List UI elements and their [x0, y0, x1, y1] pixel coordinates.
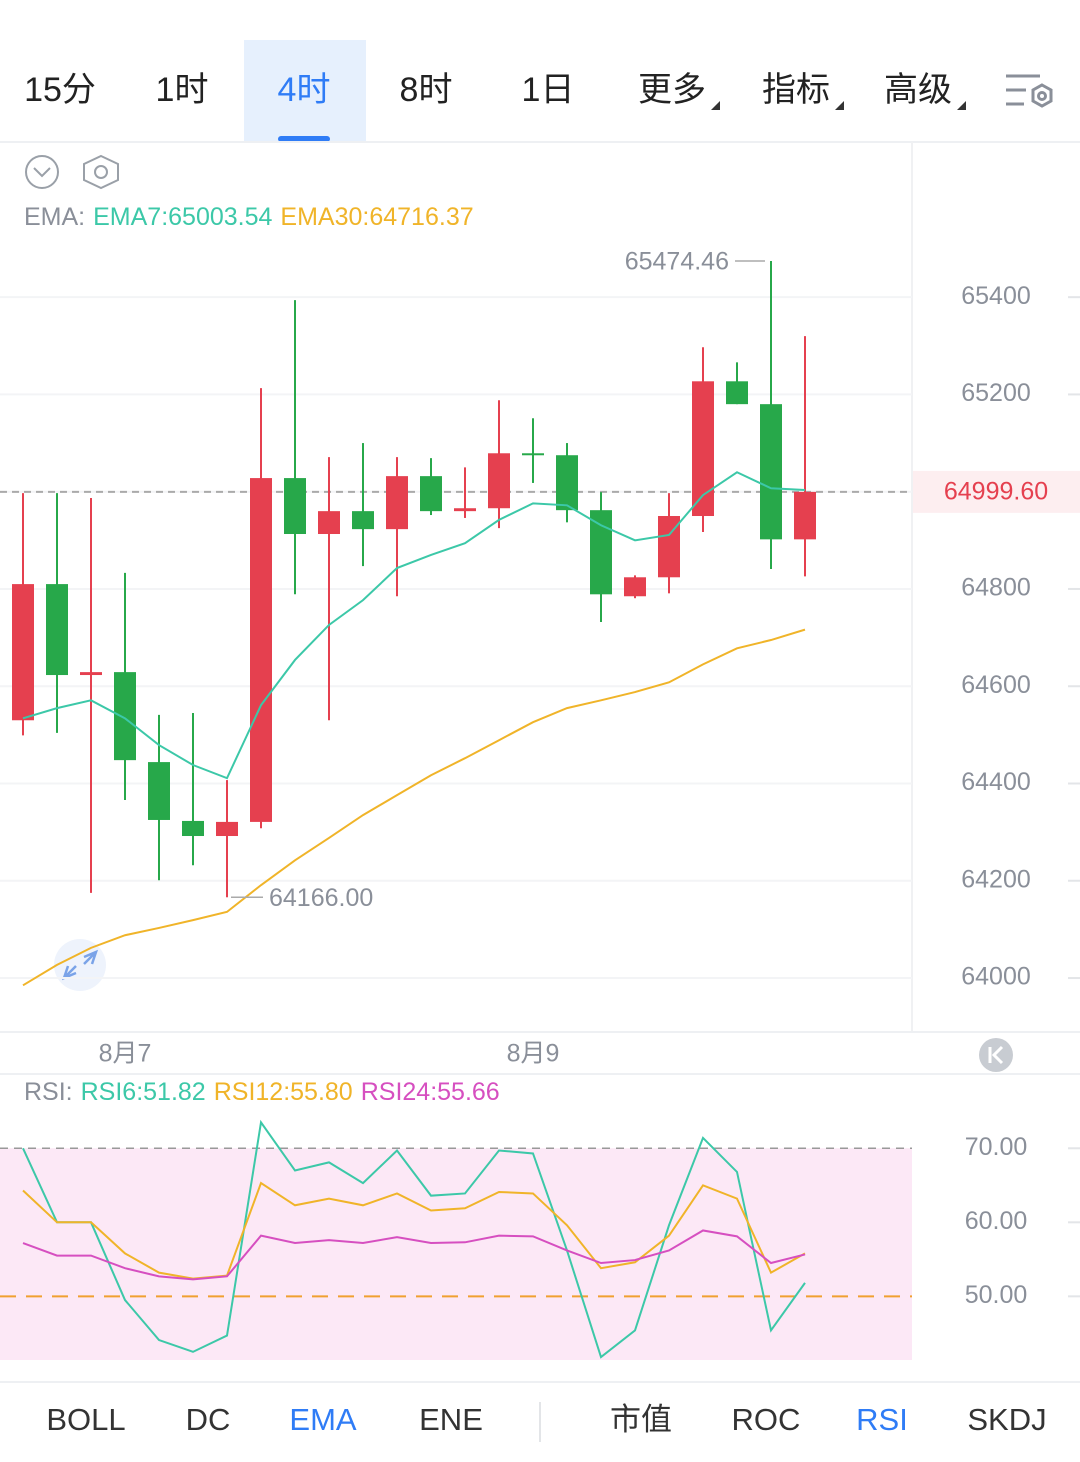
period-tab[interactable]: 4时	[278, 71, 331, 109]
y-tick-label: 64200	[961, 865, 1031, 893]
candle-body	[114, 672, 136, 761]
dropdown-mark	[957, 101, 966, 110]
active-tab-bg	[244, 40, 366, 142]
candle-body	[624, 577, 646, 597]
legend-prefix: EMA:	[24, 203, 85, 231]
y-tick-label: 65400	[961, 282, 1031, 310]
candle-body	[182, 820, 204, 837]
icon-hex	[1031, 83, 1053, 108]
low-marker-label: 64166.00	[269, 884, 373, 912]
rsi-line	[22, 1229, 806, 1281]
period-tab[interactable]: 8时	[400, 71, 453, 109]
legend-entry: RSI24:55.66	[361, 1078, 500, 1106]
overbought-band	[0, 1148, 912, 1360]
icon-dot	[94, 165, 108, 179]
period-tab[interactable]: 1时	[156, 71, 209, 109]
last-price-bg	[913, 470, 1080, 513]
y-tick-label: 65200	[961, 379, 1031, 407]
price-chart: EMA: EMA7:65003.54 EMA30:64716.37 64000 6420…	[0, 203, 1080, 1068]
back-icon[interactable]	[979, 1038, 1013, 1072]
indicator-tab[interactable]: SKDJ	[967, 1402, 1046, 1437]
candle-body	[692, 381, 714, 517]
x-tick-label: 8月7	[99, 1040, 152, 1068]
period-tabs: 15分 1时 4时 8时 1日 更多 指标 高级	[24, 40, 966, 142]
candle-body	[352, 511, 374, 530]
rsi-line	[22, 1181, 806, 1280]
period-tab[interactable]: 15分	[24, 71, 96, 109]
legend-entry: RSI6:51.82	[81, 1078, 206, 1106]
candle-body	[454, 508, 476, 512]
indicator-tab[interactable]: ROC	[732, 1402, 801, 1437]
icon-bg	[54, 939, 106, 991]
icon-chevron	[33, 167, 51, 178]
candle-body	[420, 476, 442, 512]
x-tick-label: 8月9	[507, 1040, 560, 1068]
dropdown-mark	[835, 101, 844, 110]
candle-body	[80, 672, 102, 676]
candle-body	[522, 453, 544, 456]
active-tab-indicator	[278, 136, 330, 142]
candle-body	[148, 762, 170, 820]
indicator-tab[interactable]: DC	[186, 1402, 231, 1437]
indicator-tab[interactable]: BOLL	[46, 1402, 125, 1437]
legend-entry: EMA7:65003.54	[93, 203, 272, 231]
indicator-tab[interactable]: EMA	[289, 1402, 357, 1437]
y-tick-label: 60.00	[965, 1207, 1028, 1235]
candle-body	[726, 381, 748, 405]
indicator-tab[interactable]: ENE	[419, 1402, 483, 1437]
legend: EMA: EMA7:65003.54 EMA30:64716.37	[24, 203, 474, 231]
candle-body	[46, 584, 68, 676]
legend-entry: RSI12:55.80	[214, 1078, 353, 1106]
candle-body	[590, 510, 612, 595]
dropdown-mark	[711, 101, 720, 110]
icon-hex	[83, 154, 119, 190]
indicator-tab[interactable]: 市值	[610, 1402, 672, 1437]
candle-body	[794, 491, 816, 540]
rsi-line	[22, 1119, 806, 1359]
candle-body	[250, 478, 272, 822]
collapse-icon[interactable]	[25, 155, 59, 189]
candle-body	[12, 584, 34, 721]
y-tick-label: 64400	[961, 768, 1031, 796]
candle-body	[216, 821, 238, 837]
y-tick-label: 64000	[961, 963, 1031, 991]
indicator-tabs: BOLL DC EMA ENE 市值 ROC RSI SKDJ	[46, 1402, 1046, 1437]
ema-line	[22, 628, 806, 987]
y-tick-label: 50.00	[965, 1281, 1028, 1309]
period-tab[interactable]: 更多	[638, 71, 706, 109]
candle-body	[658, 516, 680, 578]
y-tick-label: 64600	[961, 671, 1031, 699]
indicator-tab[interactable]: RSI	[856, 1402, 908, 1437]
candle-body	[556, 455, 578, 511]
candle-body	[760, 404, 782, 540]
candle-body	[318, 511, 340, 535]
icon-k	[988, 1045, 1004, 1065]
icon-dot	[1037, 91, 1047, 101]
icon-circle	[25, 155, 59, 189]
ema-line	[22, 471, 806, 780]
period-tab[interactable]: 指标	[762, 71, 830, 109]
fullscreen-icon[interactable]	[54, 939, 106, 991]
y-tick-label: 70.00	[965, 1133, 1028, 1161]
legend-prefix: RSI:	[24, 1078, 73, 1106]
high-marker-label: 65474.46	[625, 248, 729, 276]
legend-entry: EMA30:64716.37	[280, 203, 473, 231]
last-price-label: 64999.60	[944, 477, 1048, 505]
period-tab[interactable]: 高级	[884, 71, 952, 109]
period-tab[interactable]: 1日	[522, 71, 575, 109]
settings-icon[interactable]	[1006, 74, 1053, 108]
y-tick-label: 64800	[961, 574, 1031, 602]
candle-body	[284, 478, 306, 535]
candle-body	[488, 453, 510, 509]
candle-body	[386, 476, 408, 530]
rsi-chart: RSI: RSI6:51.82 RSI12:55.80 RSI24:55.66 50.0…	[0, 1078, 1080, 1360]
legend: RSI: RSI6:51.82 RSI12:55.80 RSI24:55.66	[24, 1078, 500, 1106]
gear-icon[interactable]	[83, 154, 119, 190]
